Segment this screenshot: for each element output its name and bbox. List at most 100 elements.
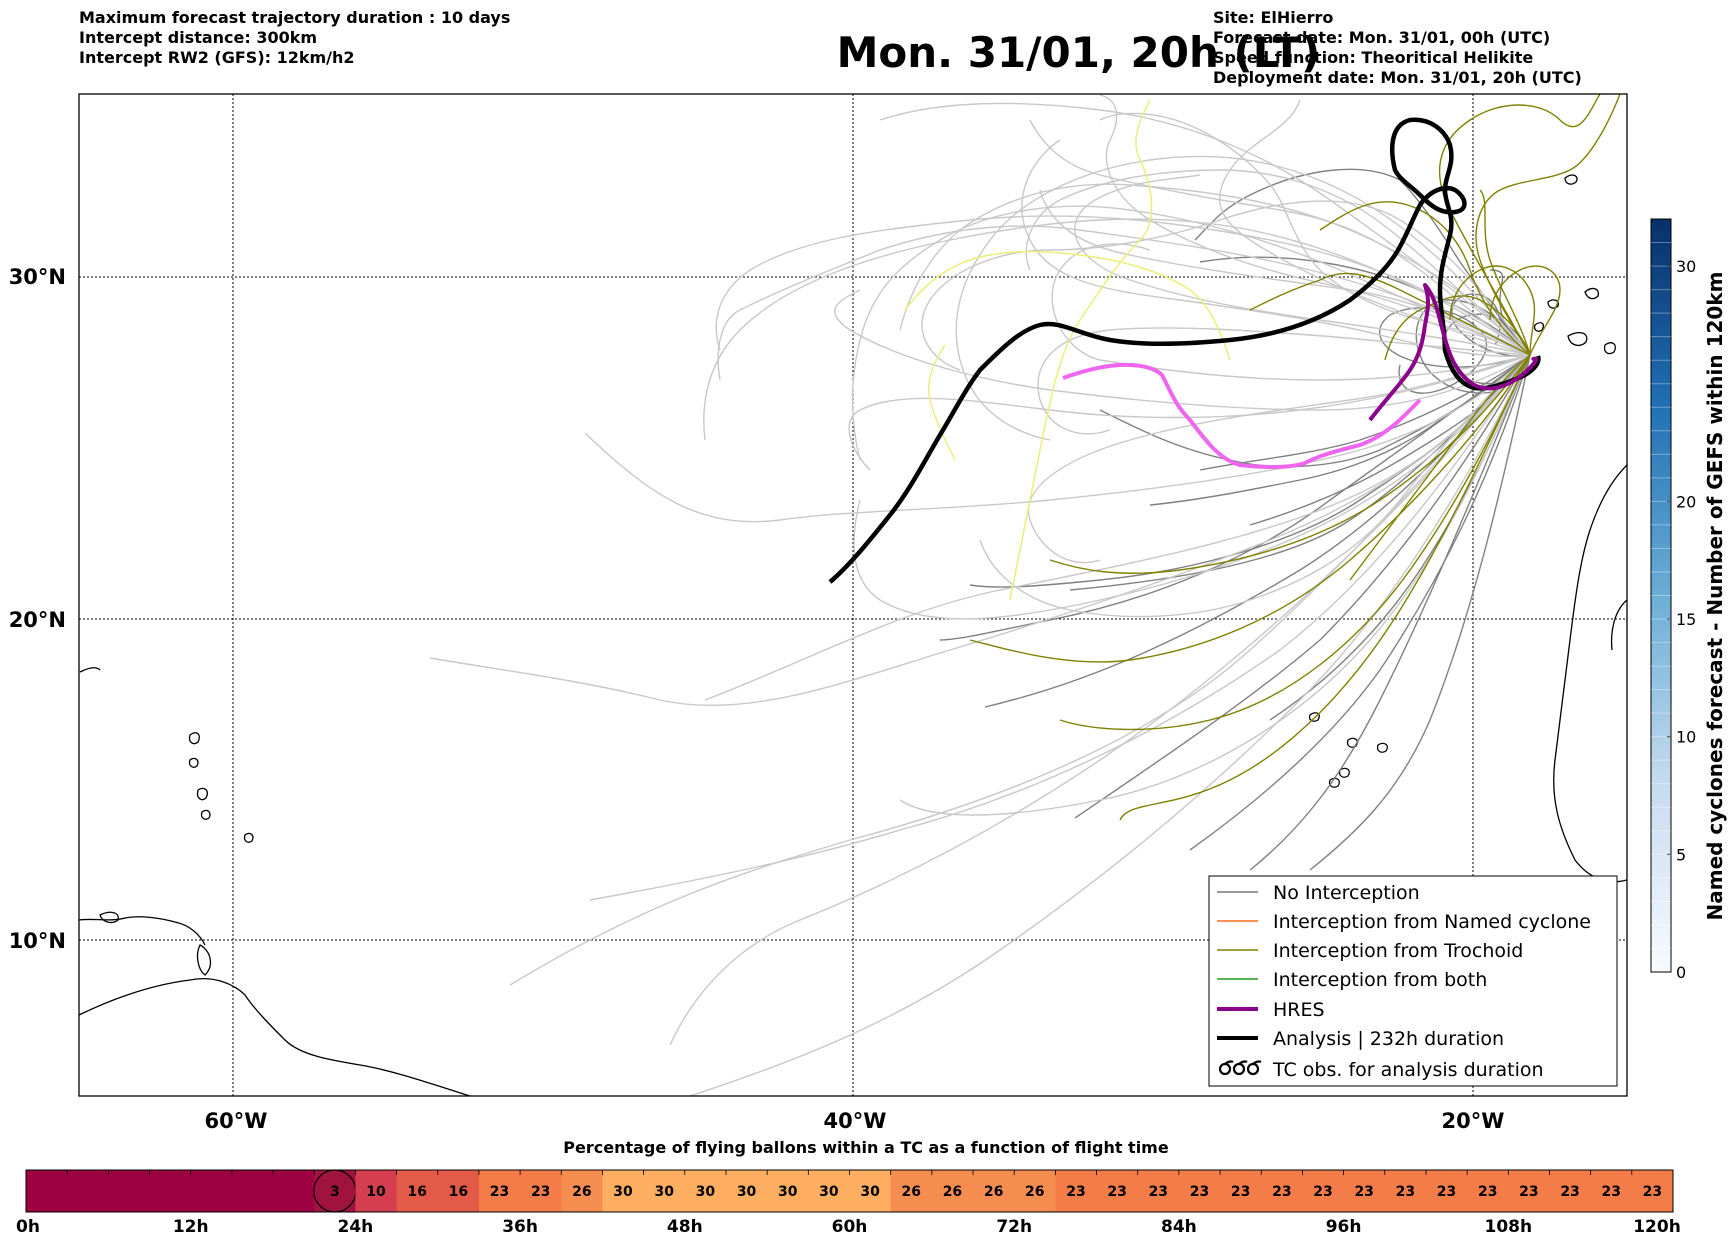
timeline-value-label: 23 [1190,1184,1209,1200]
canary-island [1603,342,1616,355]
timeline-cell [67,1170,109,1212]
timeline-cell [684,1170,727,1212]
forecast-parameters: Maximum forecast trajectory duration : 1… [79,8,510,68]
legend-label: No Interception [1273,882,1420,904]
timeline-cell [808,1170,850,1212]
timeline-cell [1508,1170,1550,1212]
timeline-cell [643,1170,686,1212]
hres-trajectory-early [1062,362,1422,470]
timeline-value-label: 23 [1396,1184,1415,1200]
timeline-tick-label: 24h [338,1217,374,1237]
colorbar-tick-label: 15 [1676,610,1696,629]
hres-trajectory-late [1368,283,1539,422]
caribbean-island [200,809,211,820]
canary-island [1584,287,1599,300]
timeline-value-label: 16 [407,1184,426,1200]
timeline-value-label: 23 [1643,1184,1662,1200]
deployment-date-text: Deployment date: Mon. 31/01, 20h (UTC) [1213,68,1582,87]
timeline-value-label: 23 [490,1184,509,1200]
colorbar-tick-label: 30 [1676,257,1696,276]
analysis-trajectory [828,117,1541,584]
timeline-cell [437,1170,480,1212]
timeline-cell [1302,1170,1345,1212]
timeline-value-label: 30 [654,1184,674,1200]
legend-item-named-cyclone: Interception from Named cyclone [1217,911,1591,933]
timeline-tick-label: 72h [996,1217,1032,1237]
timeline-value-label: 23 [1437,1184,1456,1200]
page-title: Mon. 31/01, 20h (LT) [836,28,1321,77]
timeline-value-label: 30 [613,1184,633,1200]
timeline-value-label: 26 [572,1184,591,1200]
timeline-value-label: 23 [1478,1184,1497,1200]
timeline-cell [396,1170,439,1212]
timeline-value-label: 23 [1519,1184,1538,1200]
timeline-cell [890,1170,933,1212]
caribbean-island [243,832,254,843]
caribbean-island [196,787,208,801]
timeline-border [25,1169,1674,1213]
legend-item-trochoid: Interception from Trochoid [1217,940,1523,962]
timeline-tick-label: 84h [1161,1217,1197,1237]
timeline-cell [1137,1170,1180,1212]
legend: No Interception Interception from Named … [1208,875,1618,1087]
timeline-value-label: 26 [984,1184,1003,1200]
caribbean-island [79,667,101,673]
timeline-cell [273,1170,315,1212]
colorbar-tick-label: 0 [1676,963,1686,982]
timeline-value-label: 23 [531,1184,550,1200]
timeline-value-label: 30 [696,1184,716,1200]
cape-verde-island [1346,737,1358,748]
timeline-cell [1384,1170,1427,1212]
timeline-value-label: 30 [819,1184,839,1200]
timeline-tick-label: 48h [667,1217,703,1237]
timeline-value-label: 26 [943,1184,962,1200]
canary-island [1567,331,1588,347]
canary-island [1533,322,1545,332]
intercept-distance-text: Intercept distance: 300km [79,28,318,47]
legend-label: TC obs. for analysis duration [1272,1059,1544,1081]
lat-label: 10°N [9,929,66,953]
legend-item-analysis: Analysis | 232h duration [1217,1028,1504,1050]
site-text: Site: ElHierro [1213,8,1334,27]
timeline-cell [849,1170,892,1212]
timeline-cell [931,1170,974,1212]
site-parameters: Site: ElHierro Forecast date: Mon. 31/01… [1213,8,1582,88]
timeline-cell [1549,1170,1592,1212]
timeline-value-label: 23 [1313,1184,1332,1200]
tc-symbol-icon [1218,1060,1262,1076]
map-frame [78,93,1628,1097]
timeline-cell [1055,1170,1098,1212]
timeline-value-label: 23 [1560,1184,1579,1200]
forecast-date-text: Forecast date: Mon. 31/01, 00h (UTC) [1213,28,1551,47]
timeline-cell [767,1170,809,1212]
timeline-cell [1590,1170,1633,1212]
timeline-value-label: 26 [1025,1184,1044,1200]
africa-coast [1553,464,1627,883]
legend-item-both: Interception from both [1217,969,1487,991]
speed-function-text: Speed function: Theoritical Helikite [1213,48,1534,67]
lon-label: 40°W [824,1109,887,1133]
legend-item-no-interception: No Interception [1217,882,1420,904]
timeline-tick-label: 96h [1326,1217,1362,1237]
timeline-tick-label: 108h [1485,1217,1533,1237]
timeline-cell [602,1170,645,1212]
timeline-value-label: 23 [1066,1184,1085,1200]
timeline-cell [355,1170,398,1212]
timeline-cell [26,1170,68,1212]
cape-verde-island [1308,712,1320,722]
timeline-tick-label: 60h [832,1217,868,1237]
timeline-tick-label: 120h [1633,1217,1681,1237]
lat-label: 20°N [9,608,66,632]
timeline-tick-label: 0h [16,1217,40,1237]
timeline-cell [149,1170,192,1212]
timeline-strip: 3 10 16 16 23 23 26 30 30 30 30 30 30 30 26 26 26 26 23 23 2… [25,1169,1674,1213]
caribbean-island [188,732,200,745]
timeline-cell [1220,1170,1262,1212]
timeline-cell [520,1170,562,1212]
timeline-value-label: 23 [1107,1184,1126,1200]
cape-verde-island [1338,767,1350,778]
lon-label: 20°W [1442,1109,1505,1133]
timeline-cell [108,1170,151,1212]
timeline-cell [1178,1170,1221,1212]
legend-label: Analysis | 232h duration [1273,1028,1504,1050]
